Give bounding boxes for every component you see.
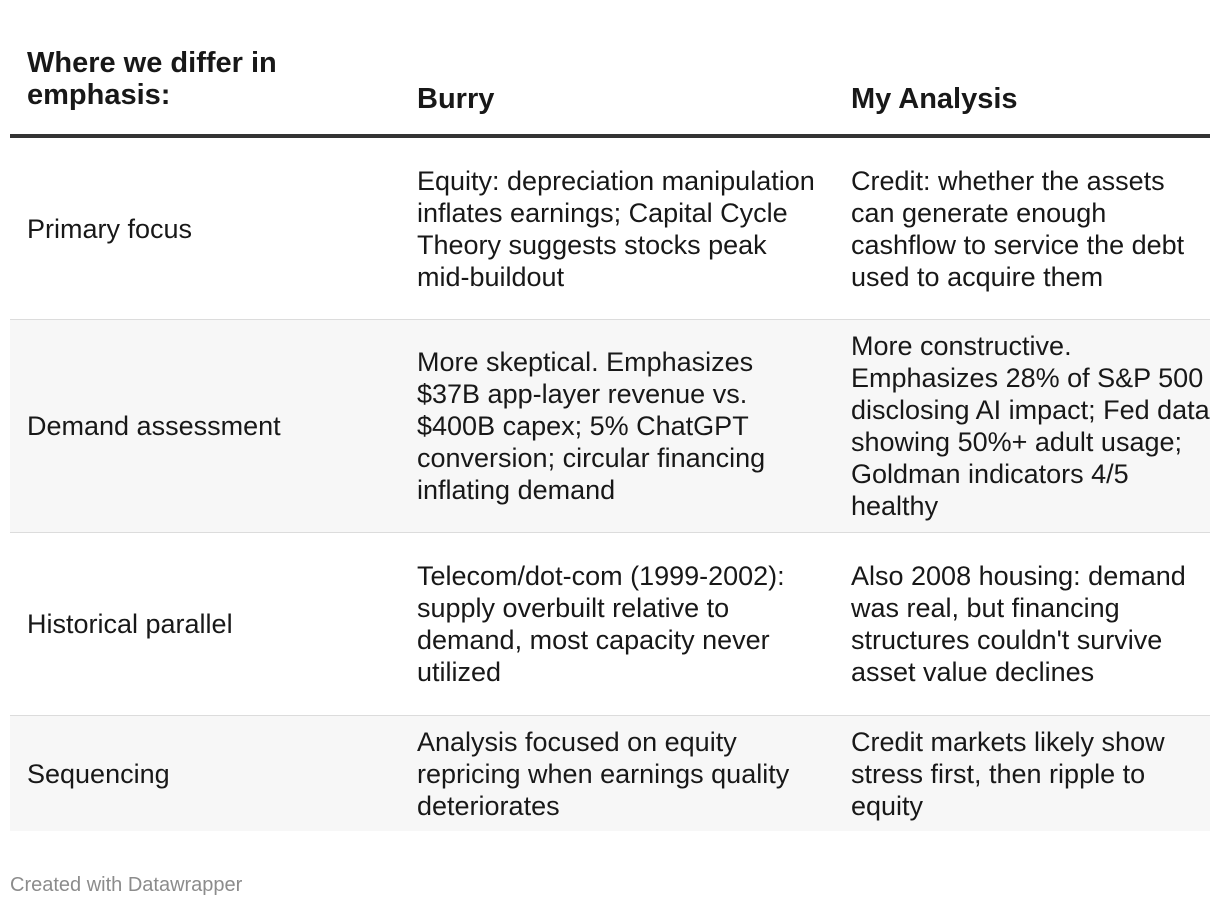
row-label: Sequencing — [27, 758, 170, 789]
analysis-cell: More constructive. Emphasizes 28% of S&P… — [851, 331, 1210, 521]
table-row: Historical parallel Telecom/dot-com (199… — [10, 533, 1210, 716]
header-my-analysis: My Analysis — [851, 83, 1018, 115]
comparison-table: Where we differ in emphasis: Burry My An… — [10, 0, 1210, 831]
burry-cell: More skeptical. Emphasizes $37B app-laye… — [417, 347, 766, 505]
header-emphasis: Where we differ in emphasis: — [27, 47, 277, 111]
analysis-cell: Also 2008 housing: demand was real, but … — [851, 561, 1186, 687]
datawrapper-credit[interactable]: Created with Datawrapper — [10, 874, 243, 896]
table-row: Demand assessment More skeptical. Emphas… — [10, 320, 1210, 533]
table-row: Sequencing Analysis focused on equity re… — [10, 716, 1210, 831]
row-label: Historical parallel — [27, 609, 233, 639]
burry-cell: Analysis focused on equity repricing whe… — [417, 726, 790, 821]
row-label: Demand assessment — [27, 411, 281, 441]
burry-cell: Equity: depreciation manipulation inflat… — [417, 165, 815, 292]
table-row: Primary focus Equity: depreciation manip… — [10, 138, 1210, 320]
analysis-cell: Credit markets likely show stress first,… — [851, 726, 1165, 821]
analysis-cell: Credit: whether the assets can generate … — [851, 165, 1185, 292]
header-burry: Burry — [417, 83, 495, 115]
row-label: Primary focus — [27, 213, 193, 244]
table-header: Where we differ in emphasis: Burry My An… — [10, 0, 1210, 138]
burry-cell: Telecom/dot-com (1999-2002): supply over… — [417, 561, 785, 687]
